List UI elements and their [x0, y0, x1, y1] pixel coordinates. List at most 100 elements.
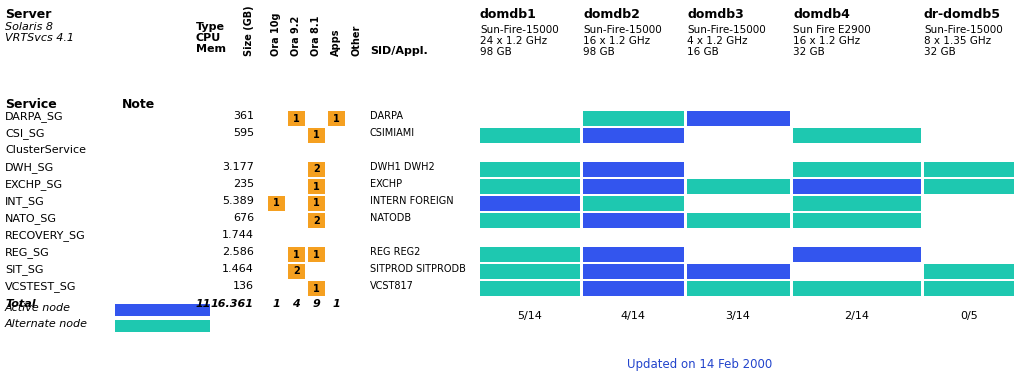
Text: DWH1 DWH2: DWH1 DWH2: [370, 162, 435, 172]
Text: CSIMIAMI: CSIMIAMI: [370, 128, 415, 138]
Text: 1: 1: [333, 114, 340, 124]
Text: ClusterService: ClusterService: [5, 145, 86, 155]
Text: NATO_SG: NATO_SG: [5, 213, 57, 224]
Text: 2: 2: [313, 164, 319, 174]
Bar: [308, 162, 325, 177]
Bar: [583, 213, 684, 228]
Bar: [115, 304, 210, 316]
Text: INT_SG: INT_SG: [5, 196, 45, 207]
Bar: [687, 264, 790, 279]
Text: INTERN FOREIGN: INTERN FOREIGN: [370, 196, 454, 206]
Text: EXCHP: EXCHP: [370, 179, 402, 189]
Text: Mem: Mem: [196, 44, 226, 54]
Text: 136: 136: [233, 281, 254, 291]
Bar: [687, 213, 790, 228]
Text: 16 GB: 16 GB: [687, 47, 719, 57]
Bar: [480, 128, 580, 143]
Text: 3/14: 3/14: [726, 311, 751, 321]
Text: 16 x 1.2 GHz: 16 x 1.2 GHz: [583, 36, 650, 46]
Text: 235: 235: [232, 179, 254, 189]
Text: Alternate node: Alternate node: [5, 319, 88, 329]
Text: DARPA: DARPA: [370, 111, 403, 121]
Text: Apps: Apps: [331, 29, 341, 56]
Bar: [793, 128, 921, 143]
Bar: [583, 128, 684, 143]
Text: Sun-Fire-15000: Sun-Fire-15000: [480, 25, 559, 35]
Bar: [924, 281, 1014, 296]
Bar: [480, 179, 580, 194]
Text: Sun-Fire-15000: Sun-Fire-15000: [687, 25, 766, 35]
Text: domdb3: domdb3: [687, 8, 743, 21]
Bar: [583, 264, 684, 279]
Text: Note: Note: [122, 98, 156, 111]
Text: CPU: CPU: [196, 33, 221, 43]
Text: Service: Service: [5, 98, 56, 111]
Bar: [924, 264, 1014, 279]
Text: 98 GB: 98 GB: [480, 47, 512, 57]
Bar: [583, 162, 684, 177]
Text: Server: Server: [5, 8, 51, 21]
Text: 1: 1: [313, 131, 319, 141]
Text: REG_SG: REG_SG: [5, 247, 50, 258]
Text: 595: 595: [232, 128, 254, 138]
Text: dr-domdb5: dr-domdb5: [924, 8, 1001, 21]
Text: RECOVERY_SG: RECOVERY_SG: [5, 230, 86, 241]
Bar: [793, 213, 921, 228]
Text: Other: Other: [351, 24, 361, 56]
Text: 5.389: 5.389: [222, 196, 254, 206]
Bar: [480, 162, 580, 177]
Bar: [687, 111, 790, 126]
Text: 16 x 1.2 GHz: 16 x 1.2 GHz: [793, 36, 860, 46]
Text: Sun-Fire-15000: Sun-Fire-15000: [583, 25, 662, 35]
Bar: [793, 196, 921, 211]
Bar: [268, 196, 285, 211]
Bar: [793, 162, 921, 177]
Text: 1: 1: [313, 181, 319, 191]
Text: 1: 1: [273, 198, 280, 209]
Bar: [583, 196, 684, 211]
Text: Ora 10g: Ora 10g: [271, 13, 281, 56]
Bar: [480, 247, 580, 262]
Text: VCST817: VCST817: [370, 281, 414, 291]
Bar: [308, 247, 325, 262]
Text: 5/14: 5/14: [517, 311, 543, 321]
Text: Sun-Fire-15000: Sun-Fire-15000: [924, 25, 1002, 35]
Text: 11: 11: [196, 299, 212, 309]
Bar: [288, 247, 305, 262]
Text: Sun Fire E2900: Sun Fire E2900: [793, 25, 870, 35]
Text: EXCHP_SG: EXCHP_SG: [5, 179, 63, 190]
Text: DWH_SG: DWH_SG: [5, 162, 54, 173]
Text: domdb4: domdb4: [793, 8, 850, 21]
Text: Solaris 8: Solaris 8: [5, 22, 53, 32]
Bar: [288, 111, 305, 126]
Text: SID/Appl.: SID/Appl.: [370, 46, 428, 56]
Text: 98 GB: 98 GB: [583, 47, 614, 57]
Bar: [583, 111, 684, 126]
Text: 9: 9: [312, 299, 319, 309]
Text: 4: 4: [292, 299, 300, 309]
Text: DARPA_SG: DARPA_SG: [5, 111, 63, 122]
Bar: [793, 247, 921, 262]
Text: Updated on 14 Feb 2000: Updated on 14 Feb 2000: [628, 358, 773, 371]
Bar: [308, 196, 325, 211]
Text: Ora 9.2: Ora 9.2: [291, 16, 301, 56]
Text: 1: 1: [313, 198, 319, 209]
Text: Size (GB): Size (GB): [244, 5, 254, 56]
Text: CSI_SG: CSI_SG: [5, 128, 44, 139]
Text: 676: 676: [232, 213, 254, 223]
Bar: [924, 162, 1014, 177]
Text: 1.744: 1.744: [222, 230, 254, 240]
Text: 1: 1: [313, 283, 319, 293]
Bar: [308, 213, 325, 228]
Text: 2: 2: [293, 266, 300, 276]
Text: 2/14: 2/14: [845, 311, 869, 321]
Bar: [480, 213, 580, 228]
Text: 0/5: 0/5: [961, 311, 978, 321]
Bar: [480, 281, 580, 296]
Text: 361: 361: [233, 111, 254, 121]
Text: 2.586: 2.586: [222, 247, 254, 257]
Text: 16.361: 16.361: [211, 299, 254, 309]
Bar: [793, 281, 921, 296]
Text: 1.464: 1.464: [222, 264, 254, 274]
Bar: [924, 179, 1014, 194]
